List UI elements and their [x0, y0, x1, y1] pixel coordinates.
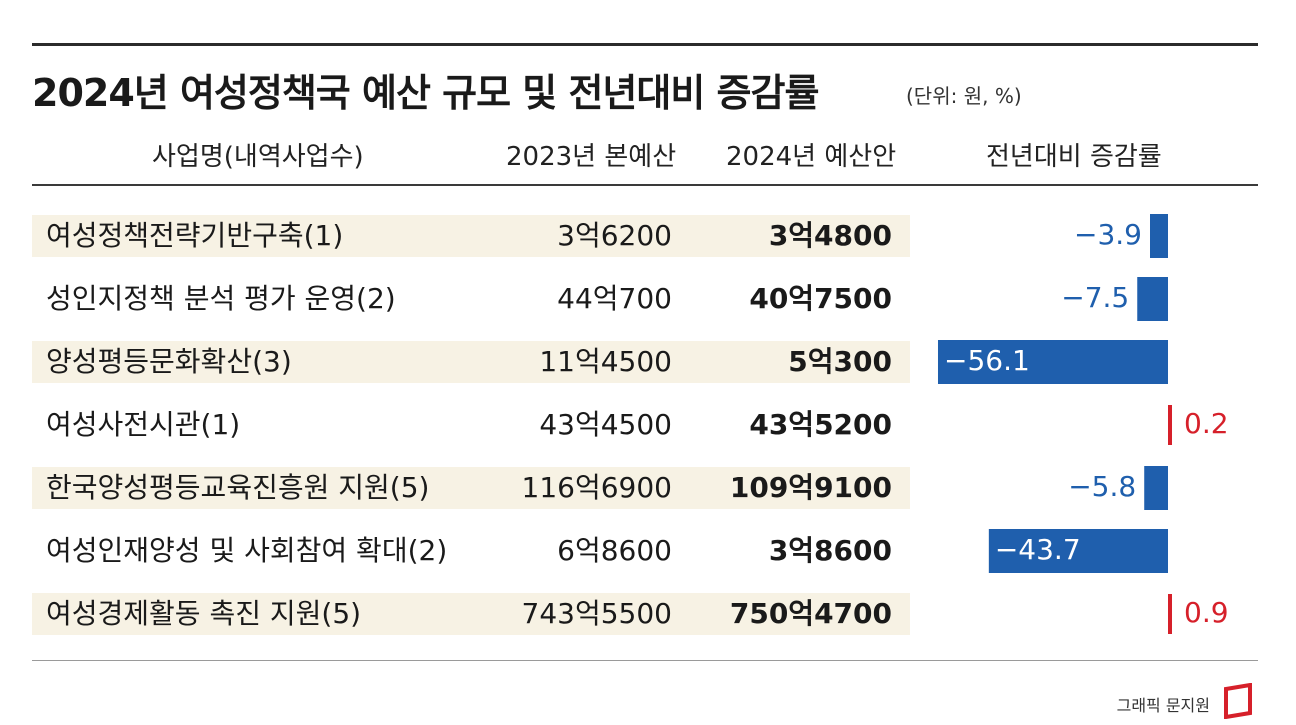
change-label: 0.9	[1184, 596, 1229, 629]
bottom-rule	[32, 660, 1258, 661]
row-band	[32, 593, 910, 635]
row-budget-2024: 40억7500	[749, 282, 892, 315]
row-band	[32, 467, 910, 509]
row-band	[32, 215, 910, 257]
change-label: −56.1	[944, 344, 1030, 377]
column-header-change: 전년대비 증감률	[986, 142, 1162, 172]
row-budget-2024: 3억4800	[768, 219, 892, 252]
unit-note: (단위: 원, %)	[906, 84, 1022, 108]
change-label: 0.2	[1184, 407, 1229, 440]
row-budget-2023: 3억6200	[557, 219, 672, 252]
chart-title: 2024년 여성정책국 예산 규모 및 전년대비 증감률	[32, 71, 819, 115]
row-budget-2023: 44억700	[557, 282, 672, 315]
row-name: 여성사전시관(1)	[46, 408, 241, 441]
row-budget-2024: 3억8600	[768, 534, 892, 567]
change-bar	[1168, 594, 1172, 634]
row-name: 양성평등문화확산(3)	[46, 345, 292, 378]
row-budget-2024: 750억4700	[729, 597, 892, 630]
change-bar	[1168, 405, 1172, 445]
change-bar	[988, 529, 1168, 573]
row-name: 여성경제활동 촉진 지원(5)	[46, 597, 362, 630]
change-bar	[1150, 214, 1168, 258]
row-budget-2023: 43억4500	[539, 408, 672, 441]
row-budget-2023: 6억8600	[557, 534, 672, 567]
graphic-credit: 그래픽 문지원	[1116, 696, 1210, 715]
row-name: 여성인재양성 및 사회참여 확대(2)	[46, 534, 448, 567]
row-budget-2023: 11억4500	[539, 345, 672, 378]
change-label: −43.7	[995, 533, 1081, 566]
row-budget-2024: 5억300	[788, 345, 892, 378]
top-rule	[32, 43, 1258, 46]
row-budget-2023: 116억6900	[521, 471, 672, 504]
change-label: −3.9	[1074, 218, 1142, 251]
change-bar	[1144, 466, 1168, 510]
header-rule	[32, 184, 1258, 186]
change-bar	[1137, 277, 1168, 321]
row-band	[32, 341, 910, 383]
column-header-name: 사업명(내역사업수)	[152, 142, 364, 172]
row-budget-2024: 109억9100	[729, 471, 892, 504]
column-header-2024: 2024년 예산안	[726, 142, 897, 172]
row-name: 여성정책전략기반구축(1)	[46, 219, 344, 252]
column-header-2023: 2023년 본예산	[506, 142, 677, 172]
row-budget-2024: 43억5200	[749, 408, 892, 441]
row-budget-2023: 743억5500	[521, 597, 672, 630]
row-name: 한국양성평등교육진흥원 지원(5)	[46, 471, 430, 504]
publisher-logo-icon	[1224, 683, 1252, 719]
change-bar	[937, 340, 1168, 384]
change-label: −5.8	[1068, 470, 1136, 503]
row-name: 성인지정책 분석 평가 운영(2)	[46, 282, 396, 315]
change-label: −7.5	[1061, 281, 1129, 314]
